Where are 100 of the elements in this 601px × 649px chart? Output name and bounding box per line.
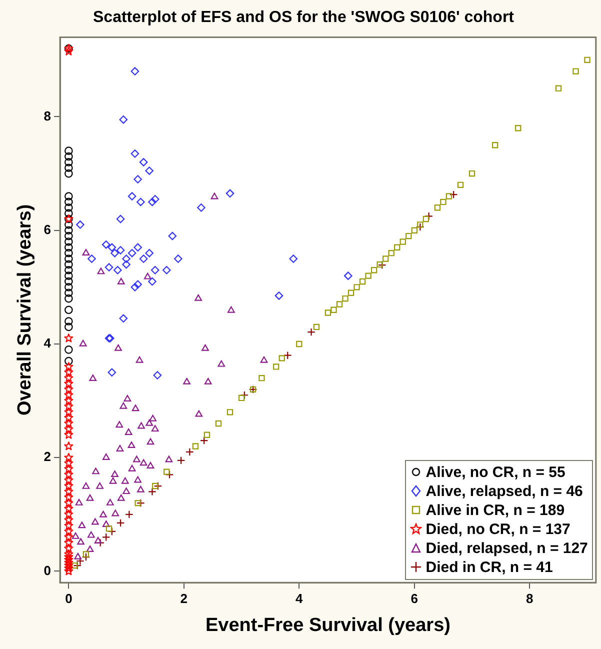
point <box>555 85 562 92</box>
point <box>457 182 464 188</box>
point <box>64 544 74 552</box>
point <box>134 476 142 483</box>
point <box>125 510 134 519</box>
point <box>64 272 73 280</box>
point <box>64 152 73 161</box>
point <box>130 283 140 292</box>
point <box>64 564 74 572</box>
point <box>64 402 74 410</box>
point <box>64 538 74 547</box>
point <box>146 462 154 468</box>
point <box>71 562 78 569</box>
point <box>104 263 114 272</box>
point <box>146 438 154 445</box>
point <box>204 432 210 438</box>
point <box>313 324 320 330</box>
point <box>134 280 142 288</box>
point <box>64 476 74 484</box>
point <box>64 203 73 212</box>
point <box>117 278 125 284</box>
point <box>114 266 122 274</box>
point <box>64 452 74 462</box>
y-tick-label: 4 <box>44 336 52 351</box>
point <box>64 266 73 274</box>
point <box>64 158 73 166</box>
point <box>378 260 386 270</box>
point <box>416 222 424 232</box>
point <box>324 310 332 316</box>
point <box>336 301 343 308</box>
point <box>64 356 73 366</box>
point <box>108 368 116 377</box>
point <box>77 538 84 545</box>
point <box>64 486 74 496</box>
point <box>359 278 366 285</box>
point <box>82 552 90 562</box>
point <box>64 198 73 206</box>
point <box>354 284 360 290</box>
point <box>226 189 234 198</box>
legend-label: Alive, no CR, n = 55 <box>426 462 566 482</box>
point <box>344 272 352 280</box>
point <box>388 250 394 256</box>
y-axis-title: Overall Survival (years) <box>14 204 36 416</box>
point <box>64 442 74 450</box>
point <box>139 158 148 166</box>
point <box>124 428 132 435</box>
point <box>572 68 579 74</box>
point <box>144 272 152 280</box>
point <box>417 222 424 228</box>
x-tick-label: 2 <box>180 590 188 606</box>
point <box>64 413 74 422</box>
point <box>64 549 74 558</box>
point <box>64 526 74 536</box>
point <box>148 488 156 496</box>
point <box>100 510 107 518</box>
point <box>128 464 136 472</box>
point <box>136 198 145 206</box>
point <box>192 443 199 450</box>
point <box>64 566 74 576</box>
point <box>138 422 145 429</box>
point <box>348 290 354 296</box>
x-tick-label: 4 <box>296 590 304 606</box>
point <box>152 482 158 490</box>
point <box>200 436 208 445</box>
point <box>78 522 86 528</box>
point <box>64 384 74 394</box>
point <box>64 424 74 434</box>
point <box>130 67 140 76</box>
point <box>64 373 74 382</box>
point <box>92 518 99 525</box>
point <box>128 248 136 258</box>
point <box>106 526 112 532</box>
point <box>124 394 132 402</box>
point <box>515 125 522 132</box>
point <box>165 456 173 462</box>
point <box>195 410 203 417</box>
point <box>132 404 140 412</box>
point <box>64 322 73 332</box>
point <box>64 515 74 524</box>
point <box>422 216 430 222</box>
point <box>64 504 74 513</box>
point <box>150 266 160 274</box>
point <box>102 520 110 527</box>
point <box>382 256 389 262</box>
point <box>210 192 218 200</box>
point <box>86 546 94 552</box>
point <box>97 268 105 274</box>
point <box>584 56 590 64</box>
point <box>370 267 378 274</box>
point <box>136 356 144 363</box>
point <box>64 532 74 542</box>
legend-label: Died in CR, n = 41 <box>426 558 553 577</box>
point <box>240 390 249 400</box>
point <box>82 551 90 558</box>
point <box>64 226 73 235</box>
point <box>64 346 73 354</box>
point <box>64 317 73 326</box>
point <box>64 407 74 416</box>
point <box>116 518 125 528</box>
point <box>151 425 159 432</box>
